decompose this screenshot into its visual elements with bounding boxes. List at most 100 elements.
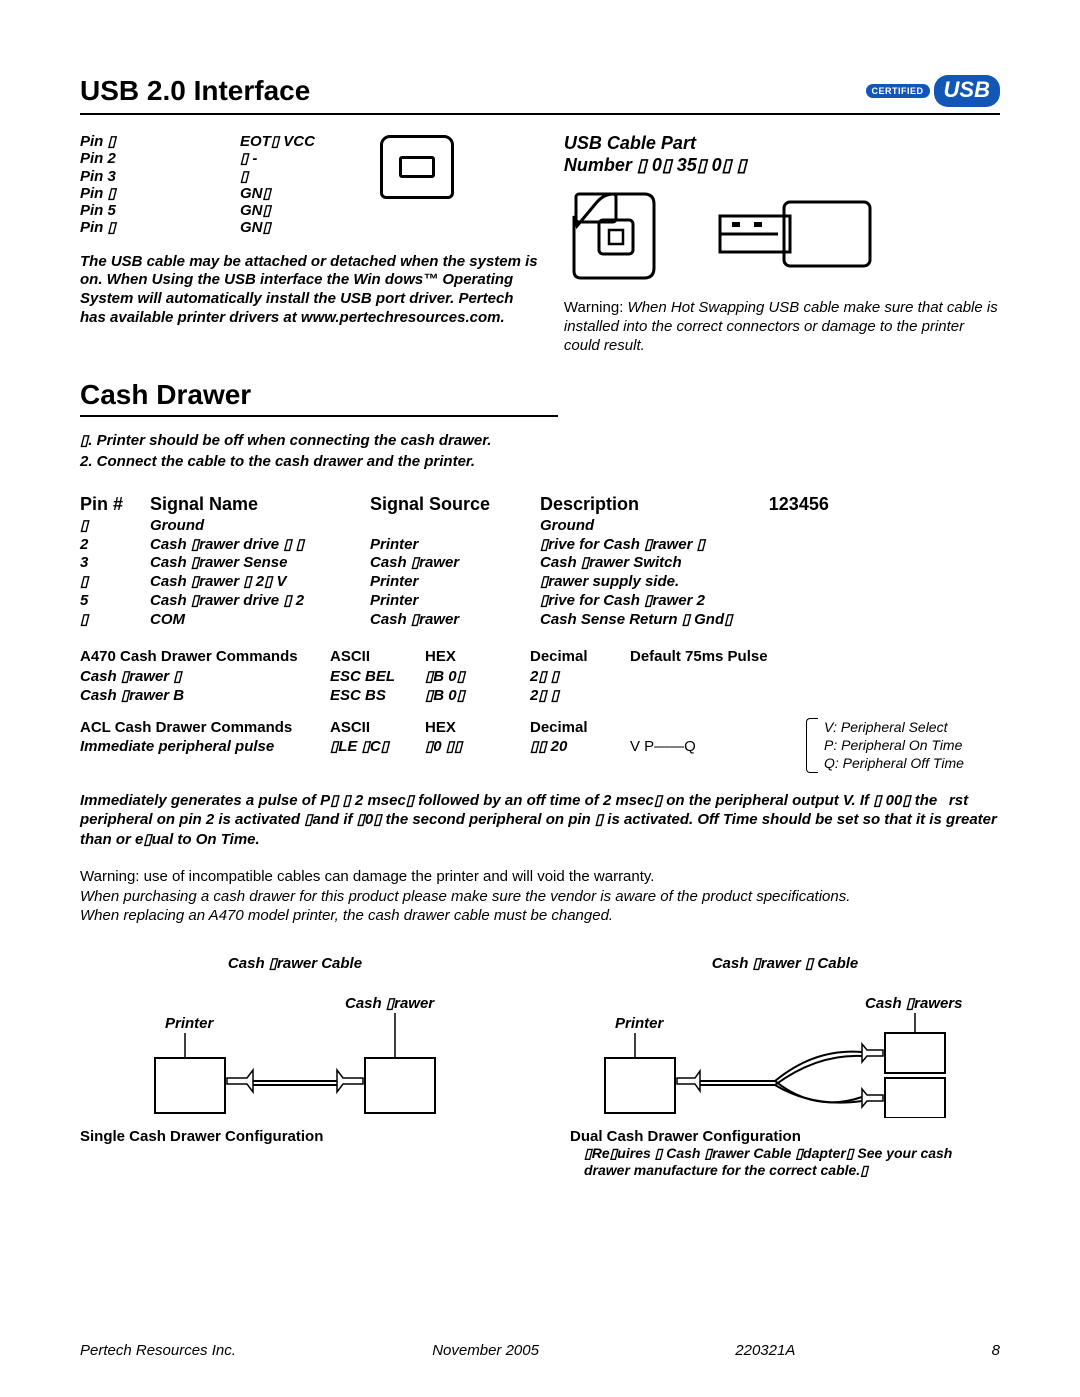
pin-row: Pin ▯ Pin 2 Pin 3 Pin ▯ Pin 5 Pin ▯ EOT▯…: [80, 133, 538, 237]
pin-line: Pin ▯: [80, 219, 210, 236]
pulse-description: Immediately generates a pulse of P▯ ▯ 2 …: [80, 791, 1000, 850]
h-hex: HEX: [425, 647, 530, 667]
h-def: Default 75ms Pulse: [630, 647, 786, 667]
cell: Ground: [150, 517, 370, 536]
cell: ▯: [80, 517, 150, 536]
drawer-diagrams: Cash ▯rawer Cable Printer Cash ▯rawer Si…: [80, 954, 1000, 1180]
section-cash-title: Cash Drawer: [80, 379, 251, 411]
r2-d: 2▯ ▯: [530, 686, 630, 706]
svg-text:Cash ▯rawers: Cash ▯rawers: [865, 995, 962, 1012]
cell: Cash ▯rawer: [370, 611, 540, 630]
cell: ▯rawer supply side.: [540, 573, 1000, 592]
h-dec: Decimal: [530, 718, 630, 738]
pin-sig-line: ▯: [240, 168, 350, 185]
warn-ital-2: When replacing an A470 model printer, th…: [80, 906, 1000, 926]
r1-h: ▯B 0▯: [425, 667, 530, 687]
cell: Cash ▯rawer drive ▯ 2: [150, 592, 370, 611]
dual-title: Cash ▯rawer ▯ Cable: [570, 954, 1000, 972]
pin-signals: EOT▯ VCC ▯ - ▯ GN▯ GN▯ GN▯: [240, 133, 350, 237]
cell: Ground: [540, 517, 1000, 536]
h-ascii: ASCII: [330, 718, 425, 738]
warn-ital-1: When purchasing a cash drawer for this p…: [80, 887, 1000, 907]
periph-l3: Q: Peripheral Off Time: [824, 754, 1000, 772]
label-printer: Printer: [165, 1015, 215, 1032]
cell: [370, 517, 540, 536]
cell: 5: [80, 592, 150, 611]
a470-commands: A470 Cash Drawer Commands ASCII HEX Deci…: [80, 647, 1000, 706]
usb-logo: CERTIFIED USB: [866, 75, 1000, 107]
pin-line: Pin ▯: [80, 133, 210, 150]
h-ascii: ASCII: [330, 647, 425, 667]
section-cash-header: Cash Drawer: [80, 379, 558, 417]
warn-lead: Warning: use of incompatible cables can …: [80, 867, 1000, 887]
periph-l1: V: Peripheral Select: [824, 718, 1000, 736]
usb-body-text: The USB cable may be attached or detache…: [80, 253, 538, 328]
section-usb-title: USB 2.0 Interface: [80, 75, 310, 107]
th-pin: Pin #: [80, 494, 150, 517]
r2-a: ESC BS: [330, 686, 425, 706]
cell: ▯rive for Cash ▯rawer ▯: [540, 536, 1000, 555]
r1-a: ESC BEL: [330, 667, 425, 687]
peripheral-legend: V: Peripheral Select P: Peripheral On Ti…: [820, 718, 1000, 773]
page-footer: Pertech Resources Inc. November 2005 220…: [80, 1342, 1000, 1359]
cell: ▯: [80, 573, 150, 592]
cash-pin-table: Pin # Signal Name Signal Source Descript…: [80, 494, 1000, 630]
footer-date: November 2005: [432, 1342, 539, 1359]
cell: Printer: [370, 573, 540, 592]
cell: Cash Sense Return ▯ Gnd▯: [540, 611, 1000, 630]
warning-body: When Hot Swapping USB cable make sure th…: [564, 299, 998, 354]
pin-sig-line: GN▯: [240, 219, 350, 236]
cell: Printer: [370, 592, 540, 611]
section-usb-header: USB 2.0 Interface CERTIFIED USB: [80, 75, 1000, 115]
cash-steps: ▯. Printer should be off when connecting…: [80, 431, 1000, 472]
r1-name: Immediate peripheral pulse: [80, 737, 330, 757]
acl-title: ACL Cash Drawer Commands: [80, 718, 330, 738]
cell: Cash ▯rawer Sense: [150, 554, 370, 573]
pin-sig-line: GN▯: [240, 185, 350, 202]
th-desc: Description: [540, 494, 769, 517]
usb-connectors: [564, 186, 1000, 281]
usb-b-connector-icon: [564, 186, 674, 281]
dual-caption: Dual Cash Drawer Configuration: [570, 1128, 1000, 1145]
r1-a: ▯LE ▯C▯: [330, 737, 425, 757]
h-hex: HEX: [425, 718, 530, 738]
pin-line: Pin 3: [80, 168, 210, 185]
acl-commands: ACL Cash Drawer Commands ASCII HEX Decim…: [80, 718, 800, 757]
a470-title: A470 Cash Drawer Commands: [80, 647, 330, 667]
r2-h: ▯B 0▯: [425, 686, 530, 706]
connector-number: 123456: [769, 494, 1000, 517]
r1-d: 2▯ ▯: [530, 667, 630, 687]
cable-title-l2: Number ▯ 0▯ 35▯ 0▯ ▯: [564, 155, 1000, 177]
dual-note: ▯Re▯uires ▯ Cash ▯rawer Cable ▯dapter▯ S…: [570, 1145, 1000, 1180]
footer-company: Pertech Resources Inc.: [80, 1342, 236, 1359]
cell: ▯: [80, 611, 150, 630]
cell: 3: [80, 554, 150, 573]
certified-badge: CERTIFIED: [866, 84, 930, 98]
cell: Cash ▯rawer: [370, 554, 540, 573]
footer-page: 8: [992, 1342, 1000, 1359]
cell: Cash ▯rawer drive ▯ ▯: [150, 536, 370, 555]
usb-warning: Warning: When Hot Swapping USB cable mak…: [564, 299, 1000, 355]
usb-logo-text: USB: [934, 75, 1000, 107]
cell: Printer: [370, 536, 540, 555]
th-source: Signal Source: [370, 494, 540, 517]
compatibility-warning: Warning: use of incompatible cables can …: [80, 867, 1000, 926]
th-signal: Signal Name: [150, 494, 370, 517]
cell: Cash ▯rawer ▯ 2▯ V: [150, 573, 370, 592]
step-1: ▯. Printer should be off when connecting…: [80, 431, 1000, 451]
periph-l2: P: Peripheral On Time: [824, 736, 1000, 754]
single-caption: Single Cash Drawer Configuration: [80, 1128, 510, 1145]
usb-b-port-icon: [380, 135, 454, 199]
step-2: 2. Connect the cable to the cash drawer …: [80, 452, 1000, 472]
cell: COM: [150, 611, 370, 630]
svg-text:Printer: Printer: [615, 1015, 665, 1032]
tail: V P——Q: [630, 737, 714, 757]
usb-a-connector-icon: [714, 194, 874, 274]
single-title: Cash ▯rawer Cable: [80, 954, 510, 972]
h-dec: Decimal: [530, 647, 630, 667]
dual-drawer-diagram: Cash ▯rawer ▯ Cable Printer Cash ▯rawers…: [570, 954, 1000, 1180]
pin-numbers: Pin ▯ Pin 2 Pin 3 Pin ▯ Pin 5 Pin ▯: [80, 133, 210, 237]
cable-title-l1: USB Cable Part: [564, 133, 1000, 155]
r1-name: Cash ▯rawer ▯: [80, 667, 330, 687]
cable-part-title: USB Cable Part Number ▯ 0▯ 35▯ 0▯ ▯: [564, 133, 1000, 176]
